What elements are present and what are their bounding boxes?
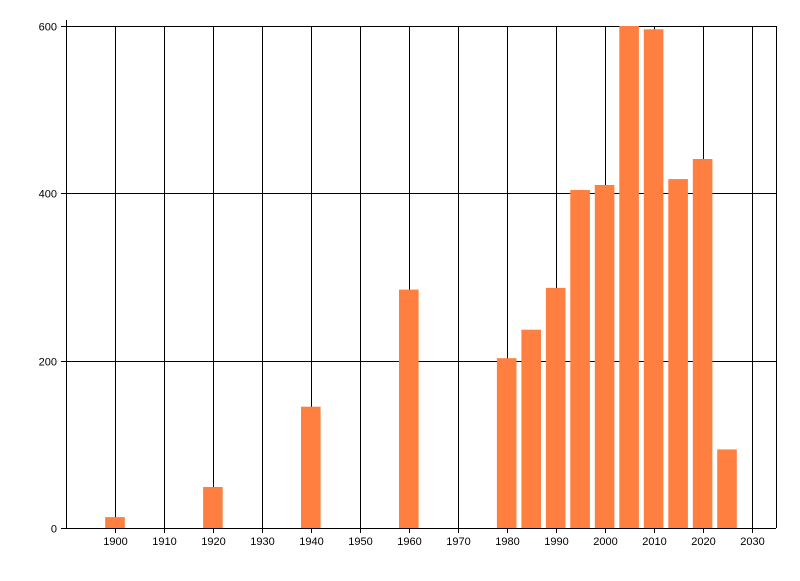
x-tick-label: 1910 xyxy=(152,536,176,548)
axes xyxy=(61,20,776,533)
bar xyxy=(521,329,541,528)
x-tick-label: 1920 xyxy=(201,536,225,548)
x-tick-label: 1990 xyxy=(544,536,568,548)
bar xyxy=(594,185,615,528)
x-tick-label: 1960 xyxy=(397,536,421,548)
bar xyxy=(545,287,566,528)
bars xyxy=(105,26,737,529)
bar xyxy=(301,406,321,528)
bar xyxy=(105,517,125,528)
bar xyxy=(399,289,419,528)
y-tick-label: 600 xyxy=(39,22,57,34)
y-tick-label: 400 xyxy=(39,189,57,201)
bar xyxy=(570,190,590,528)
bar xyxy=(692,159,713,528)
bar xyxy=(619,26,639,528)
bar xyxy=(203,487,223,528)
y-tick-label: 0 xyxy=(51,524,57,536)
x-tick-label: 2010 xyxy=(642,536,666,548)
x-tick-label: 1970 xyxy=(446,536,470,548)
x-tick-label: 2030 xyxy=(740,536,764,548)
x-tick-label: 1900 xyxy=(103,536,127,548)
x-tick-label: 1980 xyxy=(495,536,519,548)
x-tick-label: 1930 xyxy=(250,536,274,548)
bar xyxy=(668,179,688,528)
tick-labels: 0 200 400 600 1900 1910 1920 1930 1940 1950 1960 19… xyxy=(39,22,765,549)
x-tick-label: 2020 xyxy=(691,536,715,548)
x-tick-label: 1940 xyxy=(299,536,323,548)
y-tick-label: 200 xyxy=(39,357,57,369)
bar xyxy=(717,449,737,528)
bar xyxy=(496,358,517,528)
bar xyxy=(643,29,664,529)
x-tick-label: 1950 xyxy=(348,536,372,548)
x-tick-label: 2000 xyxy=(593,536,617,548)
